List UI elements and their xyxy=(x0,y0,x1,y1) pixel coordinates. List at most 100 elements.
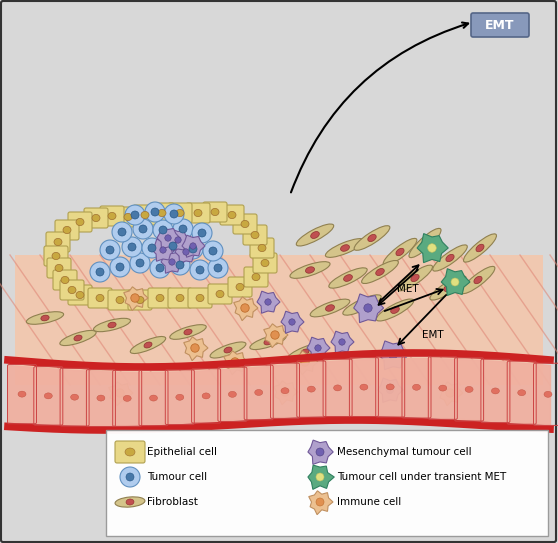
Ellipse shape xyxy=(194,210,202,217)
Circle shape xyxy=(214,264,222,272)
Ellipse shape xyxy=(287,344,323,361)
Circle shape xyxy=(190,243,196,249)
Polygon shape xyxy=(124,287,148,311)
Ellipse shape xyxy=(216,291,224,298)
FancyBboxPatch shape xyxy=(471,13,529,37)
Ellipse shape xyxy=(211,209,219,216)
Ellipse shape xyxy=(94,318,131,332)
FancyBboxPatch shape xyxy=(44,246,68,266)
Circle shape xyxy=(116,263,124,271)
FancyBboxPatch shape xyxy=(106,430,548,536)
Circle shape xyxy=(364,304,372,312)
Circle shape xyxy=(165,235,171,241)
Ellipse shape xyxy=(170,325,206,339)
Polygon shape xyxy=(308,465,334,489)
Circle shape xyxy=(169,242,177,250)
Circle shape xyxy=(156,264,164,272)
Ellipse shape xyxy=(360,384,368,390)
Circle shape xyxy=(241,304,249,312)
Ellipse shape xyxy=(411,274,419,282)
FancyBboxPatch shape xyxy=(55,220,79,240)
Ellipse shape xyxy=(329,268,367,288)
Circle shape xyxy=(190,260,210,280)
FancyBboxPatch shape xyxy=(168,203,192,223)
Circle shape xyxy=(446,389,454,397)
Circle shape xyxy=(428,244,436,252)
Circle shape xyxy=(118,228,126,236)
Ellipse shape xyxy=(196,294,204,301)
Circle shape xyxy=(130,253,150,273)
Ellipse shape xyxy=(61,276,69,283)
Circle shape xyxy=(170,210,178,218)
Ellipse shape xyxy=(176,394,184,400)
Circle shape xyxy=(208,258,228,278)
Ellipse shape xyxy=(60,331,96,345)
Ellipse shape xyxy=(368,235,376,242)
Circle shape xyxy=(203,241,223,261)
Ellipse shape xyxy=(55,264,63,272)
Circle shape xyxy=(209,247,217,255)
Ellipse shape xyxy=(52,252,60,260)
Ellipse shape xyxy=(439,385,447,391)
FancyBboxPatch shape xyxy=(220,205,244,225)
Circle shape xyxy=(131,211,139,219)
Ellipse shape xyxy=(26,312,64,324)
Ellipse shape xyxy=(290,262,330,279)
Circle shape xyxy=(451,278,459,286)
Polygon shape xyxy=(417,233,448,263)
Circle shape xyxy=(151,208,159,216)
Ellipse shape xyxy=(386,384,394,390)
Ellipse shape xyxy=(74,335,82,341)
FancyBboxPatch shape xyxy=(108,290,132,310)
FancyBboxPatch shape xyxy=(68,285,92,305)
Text: MET: MET xyxy=(397,284,418,294)
Circle shape xyxy=(116,389,124,397)
Circle shape xyxy=(170,255,190,275)
Ellipse shape xyxy=(421,239,429,247)
Ellipse shape xyxy=(92,214,100,222)
Ellipse shape xyxy=(474,276,482,283)
Ellipse shape xyxy=(210,342,246,358)
FancyBboxPatch shape xyxy=(250,238,274,258)
Circle shape xyxy=(271,331,279,339)
Text: Fibroblast: Fibroblast xyxy=(147,497,198,507)
Text: EMT: EMT xyxy=(422,330,444,340)
Circle shape xyxy=(339,339,345,345)
Circle shape xyxy=(159,226,167,234)
FancyBboxPatch shape xyxy=(116,207,140,227)
Circle shape xyxy=(179,225,187,233)
Ellipse shape xyxy=(492,388,499,394)
Ellipse shape xyxy=(176,294,184,301)
Ellipse shape xyxy=(264,339,272,345)
Polygon shape xyxy=(439,382,463,406)
Circle shape xyxy=(191,344,199,352)
Ellipse shape xyxy=(251,231,259,238)
Ellipse shape xyxy=(96,294,104,301)
FancyBboxPatch shape xyxy=(186,203,210,223)
Ellipse shape xyxy=(362,261,398,283)
Ellipse shape xyxy=(76,292,84,299)
FancyBboxPatch shape xyxy=(68,212,92,232)
Polygon shape xyxy=(308,440,333,464)
Polygon shape xyxy=(378,378,403,402)
Polygon shape xyxy=(264,324,288,348)
FancyBboxPatch shape xyxy=(115,441,145,463)
Polygon shape xyxy=(15,255,543,385)
Circle shape xyxy=(120,467,140,487)
Circle shape xyxy=(90,262,110,282)
FancyBboxPatch shape xyxy=(253,253,277,273)
Ellipse shape xyxy=(44,393,52,399)
Ellipse shape xyxy=(136,296,144,304)
Circle shape xyxy=(142,238,162,258)
Circle shape xyxy=(189,245,197,253)
Ellipse shape xyxy=(461,267,495,294)
Ellipse shape xyxy=(310,299,350,317)
Polygon shape xyxy=(354,294,383,323)
Polygon shape xyxy=(167,229,190,251)
Ellipse shape xyxy=(340,245,349,251)
Ellipse shape xyxy=(301,349,309,355)
Ellipse shape xyxy=(236,283,244,291)
Ellipse shape xyxy=(228,392,237,397)
Text: EMT: EMT xyxy=(485,18,514,31)
Polygon shape xyxy=(274,381,298,405)
